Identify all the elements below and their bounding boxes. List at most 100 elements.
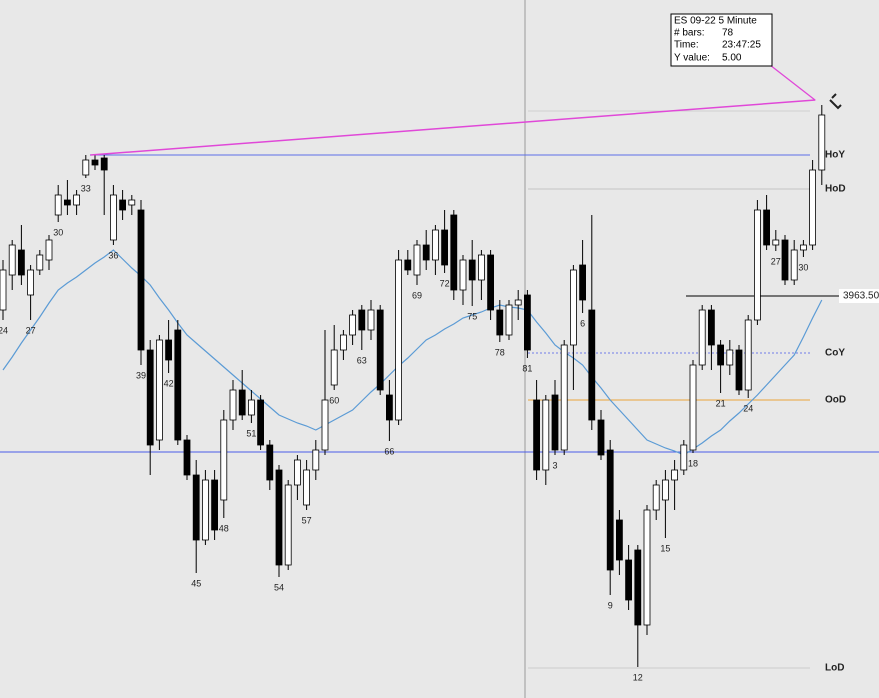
tooltip-key: # bars: (674, 28, 705, 39)
candle-body (110, 194, 117, 241)
bar-number: 72 (440, 278, 450, 288)
level-label: LoD (825, 663, 844, 674)
candle-body (119, 199, 126, 211)
bar-number: 30 (798, 262, 808, 272)
bar-number: 45 (191, 578, 201, 588)
candle-body (781, 239, 789, 281)
candle-body (17, 249, 25, 276)
candle-body (459, 259, 467, 291)
tooltip-key: Time: (674, 40, 699, 51)
candle-body (487, 254, 495, 311)
tooltip-key: Y value: (674, 53, 710, 64)
candle-body (671, 469, 678, 481)
bar-number: 12 (633, 672, 643, 682)
bar-number: 27 (26, 325, 36, 335)
candle-body (128, 199, 136, 206)
bar-number: 57 (302, 515, 312, 525)
candle-body (395, 259, 403, 421)
bar-number: 60 (329, 395, 339, 405)
bar-number: 24 (0, 325, 8, 335)
candle-body (800, 244, 807, 251)
bar-number: 42 (164, 378, 174, 388)
candle-body (284, 484, 292, 566)
candle-body (772, 239, 780, 246)
tooltip-value: 78 (722, 28, 734, 39)
candle-body (312, 449, 320, 471)
bar-number: 69 (412, 290, 422, 300)
bar-number: 24 (743, 403, 753, 413)
candle-body (514, 299, 522, 306)
bar-number: 54 (274, 582, 284, 592)
bar-number: 15 (660, 543, 670, 553)
candle-body (82, 159, 90, 176)
candle-body (73, 194, 80, 206)
candle-body (192, 474, 200, 541)
cursor (829, 93, 842, 110)
candle-body (450, 214, 458, 291)
candle-body (330, 349, 338, 386)
candle-body (588, 309, 596, 421)
candle-body (45, 239, 53, 261)
tooltip: ES 09-22 5 Minute # bars: 78 Time: 23:47… (670, 13, 773, 67)
candle-body (229, 389, 237, 421)
candle-body (358, 309, 366, 331)
candle-body (606, 449, 614, 571)
candle-body (0, 269, 7, 311)
candle-body (689, 364, 697, 451)
bar-number: 63 (357, 355, 367, 365)
candle-body (8, 244, 16, 276)
bar-number: 21 (716, 398, 726, 408)
candle-body (441, 229, 449, 266)
candle-body (174, 329, 182, 441)
level-label: HoY (825, 150, 845, 161)
candle-body (376, 309, 384, 391)
candle-body (754, 209, 761, 321)
tooltip-value: 5.00 (722, 53, 742, 64)
candle-body (505, 304, 513, 336)
candle-body (533, 399, 540, 471)
bar-number: 30 (53, 227, 63, 237)
candle-body (404, 259, 412, 271)
candle-body (431, 229, 439, 261)
candle-body (293, 459, 301, 486)
bar-number: 39 (136, 370, 146, 380)
candle-body (100, 157, 108, 171)
candle-body (385, 394, 393, 421)
candle-body (763, 209, 770, 246)
candle-body (183, 439, 191, 476)
candle-body (662, 479, 669, 501)
candle-body (524, 294, 531, 351)
bar-number: 81 (522, 363, 532, 373)
candle-body (680, 444, 688, 471)
candle-body (257, 399, 265, 446)
bar-number: 33 (81, 183, 91, 193)
candle-body (625, 559, 632, 601)
candle-body (247, 399, 255, 416)
candle-body (146, 349, 154, 446)
bar-number: 66 (384, 446, 394, 456)
level-label: OoD (825, 395, 846, 406)
bar-number: 48 (219, 523, 229, 533)
candle-body (165, 339, 173, 361)
candle-body (634, 549, 642, 626)
candle-body (542, 399, 550, 471)
candle-body (616, 519, 623, 561)
candle-body (579, 264, 586, 301)
candle-body (560, 344, 568, 451)
candle-body (698, 309, 706, 366)
tooltip-value: 23:47:25 (722, 40, 761, 51)
level-label: 3963.50 (843, 291, 879, 302)
candle-body (64, 199, 71, 206)
candle-body (643, 509, 651, 626)
candle-body (339, 334, 347, 351)
candle-body (422, 244, 430, 261)
candle-body (477, 254, 485, 281)
candle-body (744, 319, 752, 391)
trend-line (90, 99, 816, 156)
candle-body (266, 444, 274, 481)
candle-body (54, 194, 62, 216)
bar-number: 18 (688, 458, 698, 468)
candle-body (275, 469, 283, 566)
candle-body (27, 269, 35, 296)
